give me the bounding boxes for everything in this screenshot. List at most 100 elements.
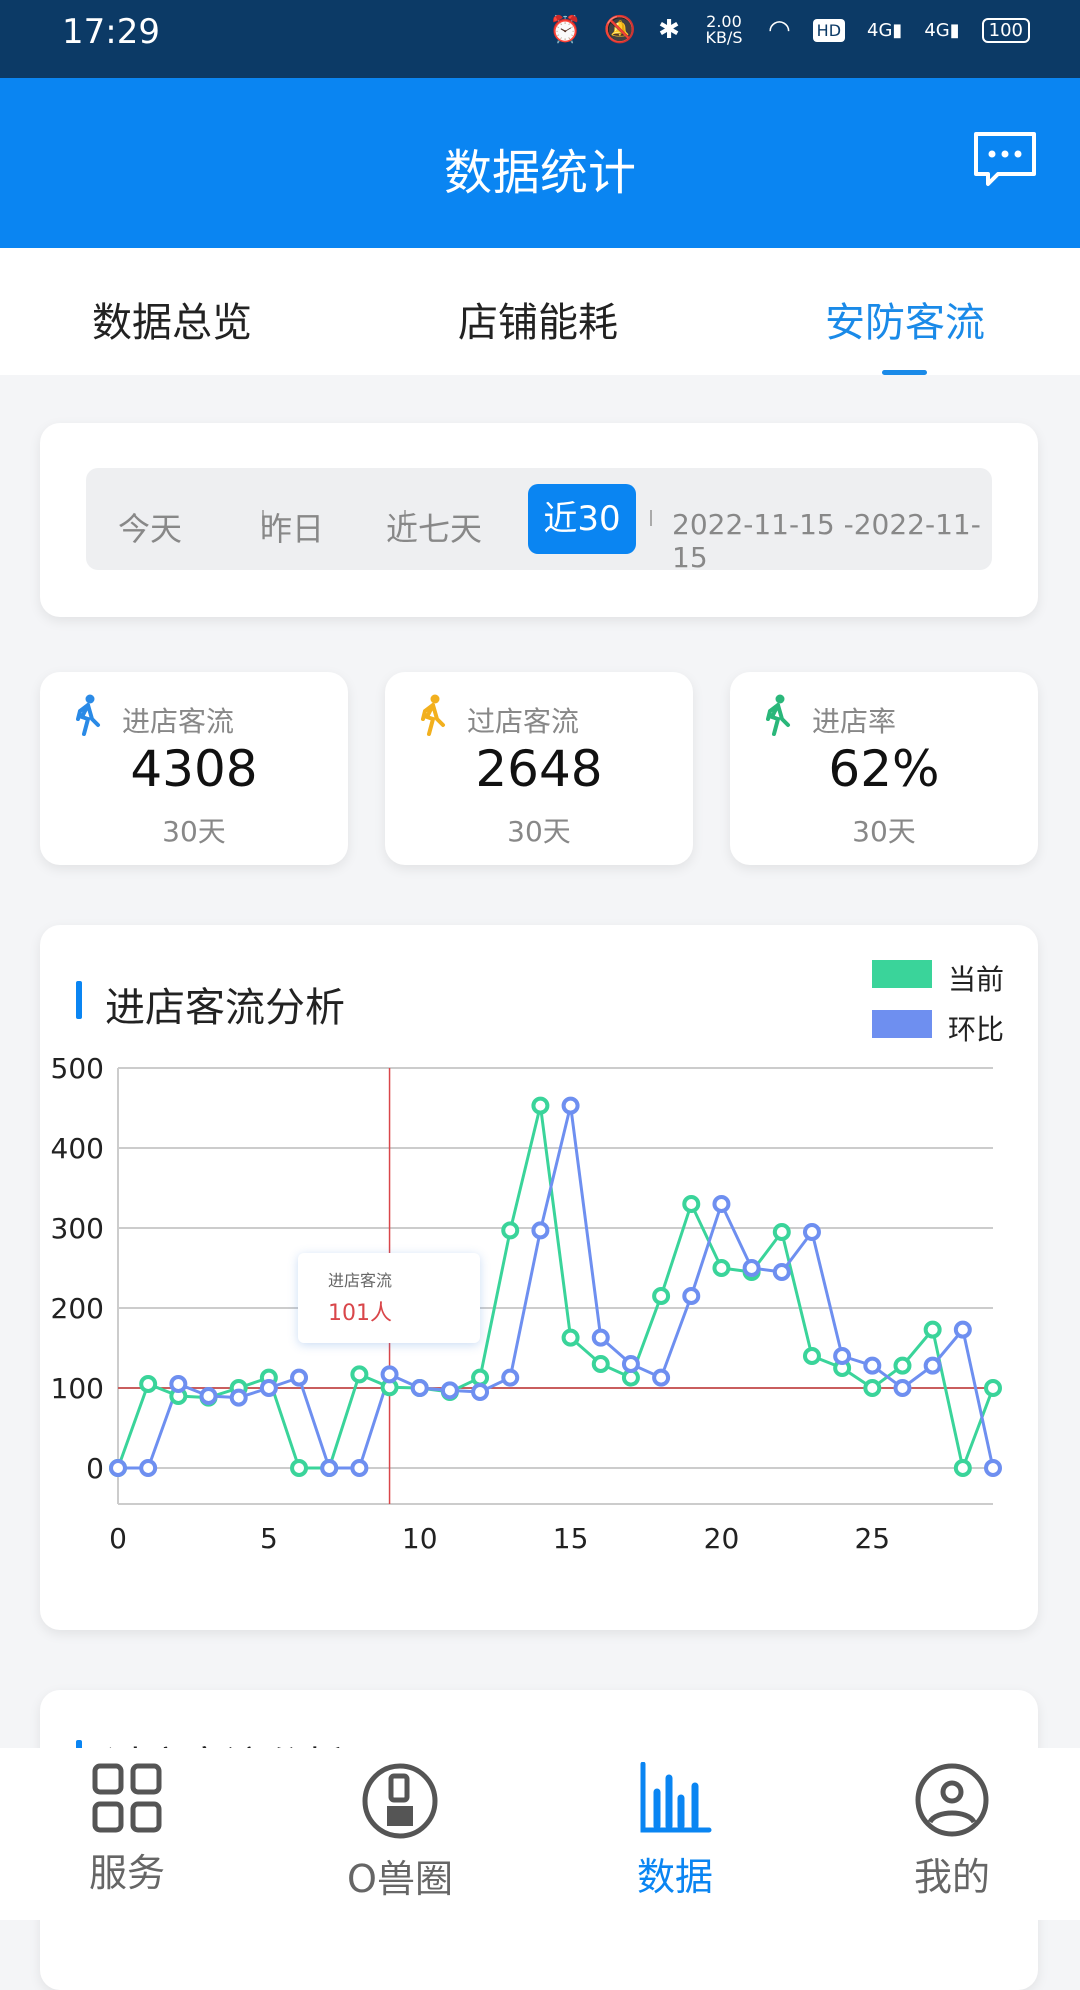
wifi-icon: ◠ [767, 15, 791, 45]
nav-label: O兽圈 [347, 1857, 453, 1901]
x-tick-label: 15 [553, 1522, 589, 1555]
walking-person-icon [766, 694, 790, 736]
filter-yesterday[interactable]: 昨日 [260, 510, 325, 548]
data-point-current [350, 1365, 369, 1384]
data-point-current [591, 1355, 610, 1373]
data-point-current [561, 1328, 580, 1347]
data-point-current [290, 1459, 309, 1477]
tab-energy[interactable]: 店铺能耗 [458, 300, 618, 346]
stat-value: 2648 [475, 740, 603, 798]
data-point-mom [591, 1328, 610, 1347]
stat-card-pass: 过店客流 2648 30天 [385, 672, 693, 865]
data-point-mom [682, 1287, 701, 1305]
date-filter-card: 今天 昨日 近七天 近30 2022-11-15 -2022-11-15 [40, 423, 1038, 617]
data-point-current [682, 1195, 701, 1213]
line-chart[interactable]: 0 100 200 300 400 500 0 5 10 15 20 25 [0, 0, 1080, 1700]
status-bar: 17:29 ⏰ 🔕 ✱ 2.00 KB/S ◠ HD 4G▮ 4G▮ 100 [0, 0, 1080, 78]
status-time: 17:29 [62, 12, 160, 52]
data-point-mom [953, 1320, 972, 1339]
data-point-mom [984, 1459, 1002, 1477]
data-point-current [802, 1347, 821, 1365]
y-tick-label: 200 [51, 1292, 104, 1325]
data-point-mom [621, 1355, 640, 1373]
chart-card: 进店客流分析 当前 环比 [40, 925, 1038, 1630]
data-point-mom [471, 1383, 490, 1401]
data-point-mom [772, 1263, 791, 1281]
title-accent [76, 981, 82, 1019]
series-line-mom [118, 1105, 995, 1470]
x-tick-label: 25 [854, 1522, 890, 1555]
data-point-mom [350, 1459, 369, 1477]
nav-data[interactable]: 数据 [575, 1748, 775, 1901]
vibrate-icon: 🔕 [603, 15, 637, 45]
date-filter: 今天 昨日 近七天 近30 2022-11-15 -2022-11-15 [86, 468, 992, 574]
signal-4g-icon: 4G▮ [924, 19, 960, 41]
data-point-mom [833, 1347, 852, 1365]
divider [262, 510, 264, 526]
bottom-nav: 服务 O兽圈 数据 我的 [0, 1748, 1080, 1920]
y-tick-label: 500 [51, 1052, 104, 1085]
x-tick-label: 5 [260, 1522, 278, 1555]
bar-chart-icon [640, 1762, 712, 1833]
filter-30days[interactable]: 近30 [528, 484, 636, 554]
data-point-mom [531, 1221, 550, 1240]
stat-period: 30天 [162, 815, 226, 848]
data-point-mom [742, 1259, 761, 1277]
data-point-mom [259, 1379, 278, 1397]
data-point-current [712, 1259, 731, 1277]
nav-label: 我的 [913, 1855, 990, 1899]
legend-swatch-current[interactable] [872, 960, 932, 988]
divider [650, 510, 652, 526]
series-line-current [116, 1105, 995, 1474]
tooltip-label: 进店客流 [328, 1271, 393, 1290]
nav-services[interactable]: 服务 [27, 1748, 227, 1897]
data-point-mom [863, 1356, 882, 1375]
data-point-current [139, 1375, 158, 1393]
message-icon[interactable] [972, 130, 1038, 188]
data-point-mom [290, 1368, 309, 1387]
app-header: 数据统计 [0, 78, 1080, 248]
data-point-current [772, 1223, 791, 1241]
stat-label: 进店率 [812, 705, 897, 738]
data-point-mom [320, 1459, 339, 1477]
stat-card-enter: 进店客流 4308 30天 [40, 672, 348, 865]
data-point-current [471, 1368, 490, 1387]
legend-current[interactable]: 当前 [948, 963, 1005, 996]
nav-mine[interactable]: 我的 [852, 1748, 1052, 1901]
data-point-mom [712, 1195, 731, 1213]
data-point-current [923, 1320, 942, 1339]
y-tick-label: 300 [51, 1212, 104, 1245]
community-icon [362, 1763, 438, 1839]
divider [404, 510, 406, 526]
tab-overview[interactable]: 数据总览 [92, 300, 252, 346]
stat-label: 过店客流 [467, 705, 580, 738]
legend-mom[interactable]: 环比 [948, 1013, 1005, 1046]
data-point-current [953, 1459, 972, 1477]
tab-security-traffic[interactable]: 安防客流 [825, 300, 985, 346]
data-point-mom [410, 1379, 429, 1397]
bluetooth-icon: ✱ [658, 15, 680, 45]
nav-community[interactable]: O兽圈 [300, 1748, 500, 1903]
tooltip-value: 101人 [328, 1301, 392, 1326]
filter-today[interactable]: 今天 [118, 510, 183, 548]
data-point-mom [169, 1375, 188, 1393]
data-point-mom [440, 1381, 459, 1400]
signal-4g-icon: 4G▮ [867, 19, 903, 41]
grid-icon [92, 1763, 162, 1833]
y-tick-label: 400 [51, 1132, 104, 1165]
data-point-mom [229, 1388, 248, 1407]
x-tick-label: 20 [704, 1522, 740, 1555]
stat-period: 30天 [852, 815, 916, 848]
nav-label: 数据 [636, 1855, 713, 1899]
data-point-current [501, 1221, 520, 1240]
chart-title: 进店客流分析 [105, 985, 345, 1031]
data-point-current [531, 1096, 550, 1115]
date-range[interactable]: 2022-11-15 -2022-11-15 [672, 508, 981, 574]
legend-swatch-mom[interactable] [872, 1010, 932, 1038]
data-point-current [893, 1356, 912, 1375]
x-tick-label: 10 [402, 1522, 438, 1555]
data-point-mom [501, 1368, 520, 1387]
filter-7days[interactable]: 近七天 [386, 510, 483, 548]
stat-period: 30天 [507, 815, 571, 848]
data-point-mom [893, 1379, 912, 1397]
